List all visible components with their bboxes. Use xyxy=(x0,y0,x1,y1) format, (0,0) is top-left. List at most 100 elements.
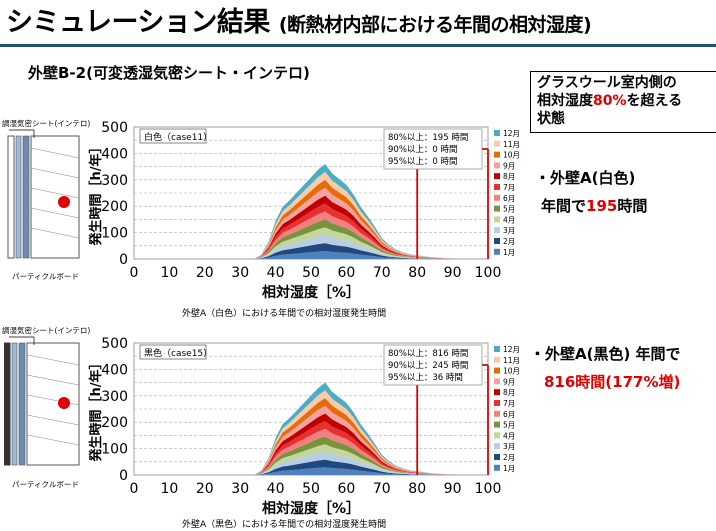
x-tick-label: 80 xyxy=(408,481,426,497)
wall-label-board-top: パーティクルボード xyxy=(12,272,79,281)
legend-swatch xyxy=(494,194,500,201)
x-tick-label: 20 xyxy=(196,481,214,497)
bullet-black-line-2: 816時間(177%増) xyxy=(530,368,681,396)
month-area-3 xyxy=(254,451,460,475)
legend-swatch xyxy=(494,464,500,471)
legend-swatch xyxy=(494,432,500,439)
legend-label: 12月 xyxy=(503,345,520,354)
x-tick-label: 60 xyxy=(337,265,355,281)
case-label: 白色（case11） xyxy=(144,131,212,143)
legend-label: 9月 xyxy=(503,377,515,386)
summary-line: 90%以上：245 時間 xyxy=(388,361,468,371)
x-tick-label: 10 xyxy=(160,481,178,497)
title-rule xyxy=(0,44,716,47)
month-area-1 xyxy=(254,467,460,475)
month-area-2 xyxy=(254,459,460,475)
wall-label-board-bottom: パーティクルボード xyxy=(12,480,79,489)
legend-label: 6月 xyxy=(503,410,515,419)
y-tick-label: 0 xyxy=(119,468,128,484)
y-tick-label: 300 xyxy=(101,173,128,189)
legend-swatch xyxy=(494,346,500,352)
legend-label: 9月 xyxy=(503,161,515,170)
x-tick-label: 100 xyxy=(475,265,502,281)
legend-swatch xyxy=(494,248,500,255)
sensor-point-icon xyxy=(58,397,70,409)
x-tick-label: 40 xyxy=(267,481,285,497)
month-area-10 xyxy=(254,398,460,475)
x-tick-label: 10 xyxy=(160,265,178,281)
legend-swatch xyxy=(494,367,500,374)
wall-diagram-black xyxy=(4,336,80,466)
y-tick-label: 400 xyxy=(101,362,128,378)
legend-swatch xyxy=(494,454,500,460)
callout-line-1: グラスウール室内側の xyxy=(537,75,677,91)
legend-label: 3月 xyxy=(503,226,515,235)
legend-label: 4月 xyxy=(503,431,515,440)
x-tick-label: 0 xyxy=(130,481,139,497)
y-axis-label: 発生時間［h/年］ xyxy=(88,356,104,462)
legend-label: 5月 xyxy=(503,205,515,214)
legend-swatch xyxy=(494,173,500,180)
legend-swatch xyxy=(494,130,500,136)
x-axis-label: 相対湿度［%］ xyxy=(262,500,360,517)
month-area-7 xyxy=(254,421,460,475)
summary-line: 95%以上：36 時間 xyxy=(388,373,463,383)
section-heading: 外壁B-2(可変透湿気密シート・インテロ) xyxy=(28,64,310,82)
x-tick-label: 60 xyxy=(337,481,355,497)
y-tick-label: 200 xyxy=(101,199,128,215)
case-label: 黒色（case15） xyxy=(144,347,212,359)
bullet-black-line-1: ・外壁A(黒色) 年間で xyxy=(530,345,681,363)
legend-swatch xyxy=(494,184,500,190)
legend-swatch xyxy=(494,227,500,234)
month-area-2 xyxy=(254,243,460,259)
chart-black-caption: 外壁A（黒色）における年間での相対湿度発生時間 xyxy=(182,520,387,530)
legend-label: 1月 xyxy=(503,248,515,257)
legend-swatch xyxy=(494,162,500,169)
legend-label: 2月 xyxy=(503,453,515,462)
case-label-box xyxy=(139,128,207,144)
legend-swatch xyxy=(494,216,500,223)
callout-line-3: 状態 xyxy=(537,111,565,127)
month-area-5 xyxy=(254,219,460,259)
summary-box xyxy=(383,128,483,170)
legend-swatch xyxy=(494,205,500,212)
bullet-black-hours: 816時間(177%増) xyxy=(544,373,681,391)
legend-swatch xyxy=(494,421,500,428)
chart-white: 0 100 200 300 400 500 0 10 20 30 40 50 60 70 80 90 100 相対… xyxy=(88,120,520,301)
legend-label: 8月 xyxy=(503,388,515,397)
month-area-6 xyxy=(254,211,460,259)
legend-swatch xyxy=(494,378,500,385)
month-area-8 xyxy=(254,413,460,475)
wall-label-sheet-top: 調湿気密シート(インテロ) xyxy=(2,119,91,128)
legend-label: 10月 xyxy=(503,367,520,376)
month-area-11 xyxy=(254,390,460,475)
month-area-6 xyxy=(254,428,460,475)
legend-swatch xyxy=(494,151,500,158)
month-area-7 xyxy=(254,203,460,259)
legend-label: 2月 xyxy=(503,237,515,246)
legend-swatch xyxy=(494,238,500,244)
y-tick-label: 400 xyxy=(101,146,128,162)
x-tick-label: 50 xyxy=(302,481,320,497)
wall-label-sheet-bottom: 調湿気密シート(インテロ) xyxy=(2,326,91,335)
bullet-black: ・外壁A(黒色) 年間で 816時間(177%増) xyxy=(530,340,681,396)
month-area-4 xyxy=(254,444,460,475)
callout-percent: 80% xyxy=(593,93,627,109)
month-area-10 xyxy=(254,179,460,259)
y-tick-label: 0 xyxy=(119,252,128,268)
legend-label: 6月 xyxy=(503,194,515,203)
x-tick-label: 70 xyxy=(373,265,391,281)
page-title: シミュレーション結果 (断熱材内部における年間の相対湿度) xyxy=(6,7,592,38)
callout-line-2: 相対湿度80%を超える xyxy=(537,93,683,109)
legend-swatch xyxy=(494,356,500,363)
legend-swatch xyxy=(494,389,500,396)
month-area-3 xyxy=(254,235,460,259)
month-area-11 xyxy=(254,171,460,259)
x-tick-label: 70 xyxy=(373,481,391,497)
month-area-5 xyxy=(254,436,460,475)
month-area-12 xyxy=(254,382,460,475)
summary-box xyxy=(383,344,483,386)
bullet-white-line-2: 年間で195時間 xyxy=(541,197,648,215)
legend-label: 7月 xyxy=(503,399,515,408)
bullet-white-hours: 195 xyxy=(586,197,618,215)
